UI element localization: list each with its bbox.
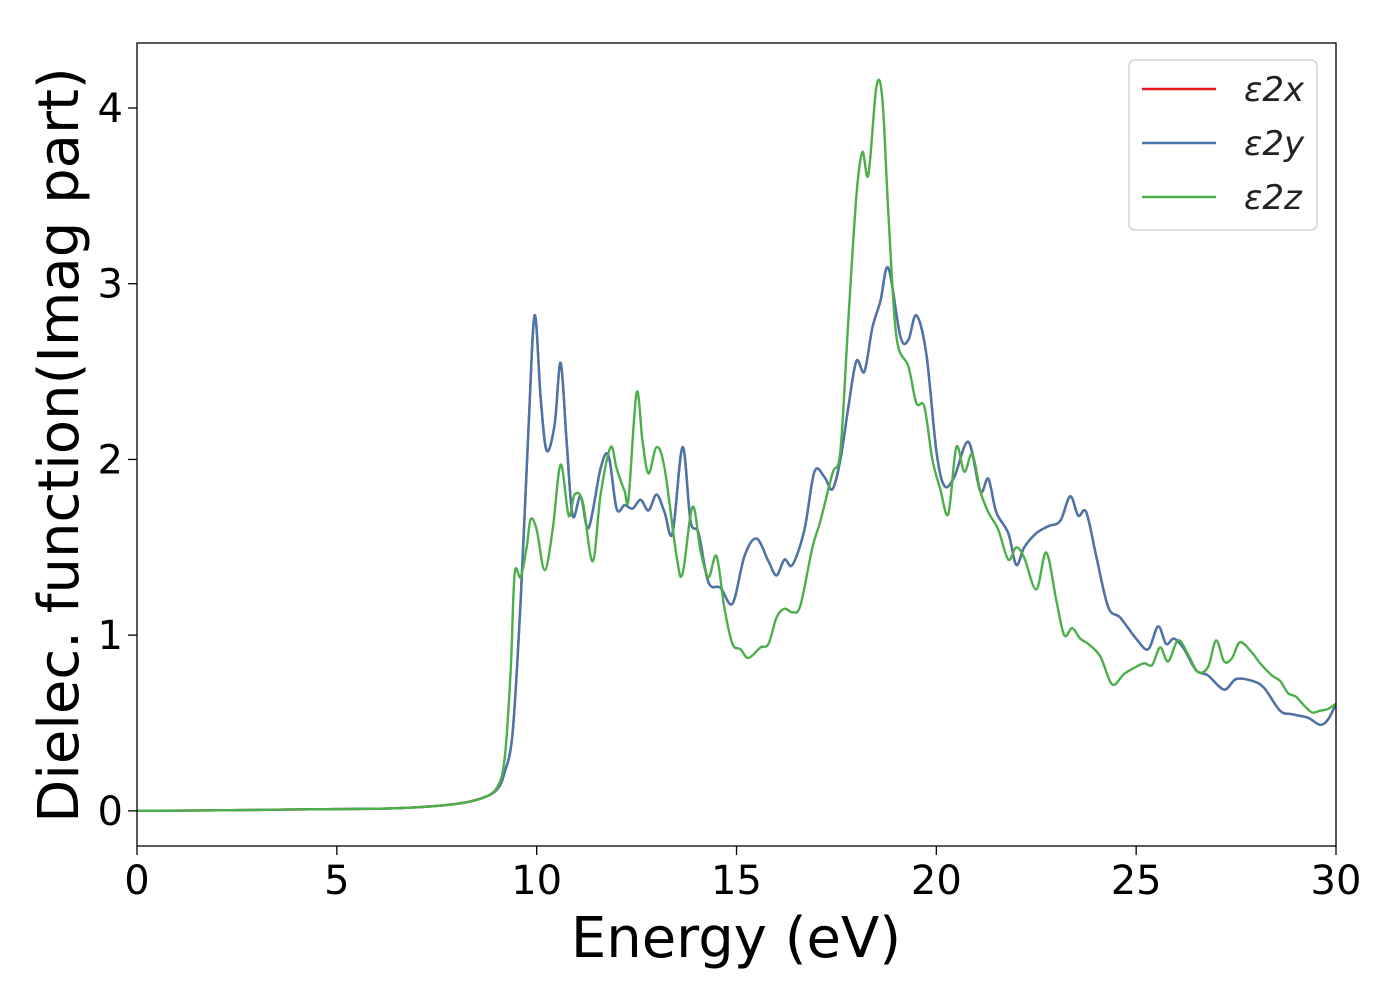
y-tick-label: 3 — [98, 262, 123, 308]
x-tick-label: 5 — [324, 858, 349, 904]
y-tick-label: 1 — [98, 613, 123, 659]
y-tick-label: 2 — [98, 437, 123, 483]
legend-label-1: ε2x — [1244, 70, 1305, 110]
x-axis-ticks: 0 5 10 15 20 25 30 — [124, 846, 1361, 904]
y-tick-label: 0 — [98, 789, 123, 835]
series-layer — [137, 78, 1336, 813]
y-tick-label: 4 — [98, 86, 123, 132]
x-tick-label: 25 — [1111, 858, 1162, 904]
legend-label-2: ε2y — [1244, 124, 1305, 164]
x-tick-label: 10 — [511, 858, 562, 904]
x-axis-label: Energy (eV) — [571, 906, 901, 971]
y-axis-label: Dielec. function(Imag part) — [27, 67, 92, 823]
series-line-3 — [137, 78, 1336, 813]
x-tick-label: 30 — [1311, 858, 1362, 904]
legend-label-3: ε2z — [1244, 178, 1303, 218]
x-tick-label: 15 — [711, 858, 762, 904]
series-line-2 — [137, 266, 1336, 813]
legend: ε2x ε2y ε2z — [1128, 59, 1318, 231]
y-axis-ticks: 0 1 2 3 4 — [98, 86, 137, 835]
x-tick-label: 0 — [124, 858, 149, 904]
legend-box — [1128, 59, 1318, 231]
x-tick-label: 20 — [911, 858, 962, 904]
